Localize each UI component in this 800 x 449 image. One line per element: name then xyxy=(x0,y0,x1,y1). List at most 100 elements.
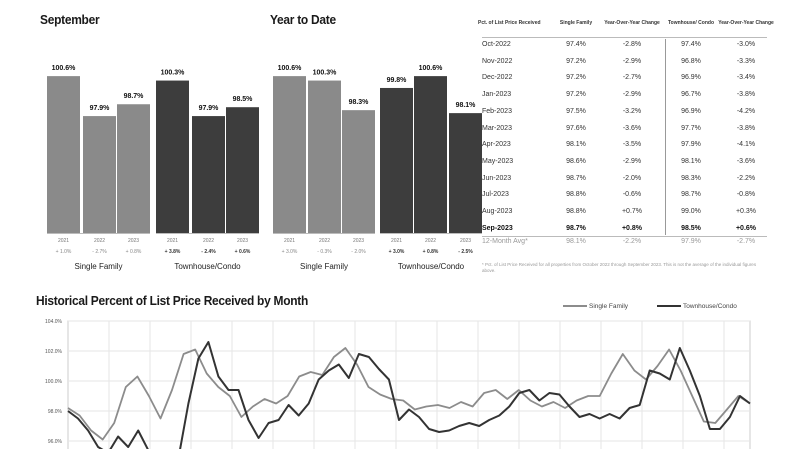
cell-sf-yoy: -2.9% xyxy=(622,57,642,65)
group-label: Single Family xyxy=(74,262,122,271)
y-tick-label: 96.0% xyxy=(48,439,63,445)
cell-single-family: 97.5% xyxy=(566,107,586,115)
cell-th-yoy: -4.2% xyxy=(736,107,756,115)
bar-year-label: 2021 xyxy=(284,238,295,244)
cell-sf-yoy: -3.2% xyxy=(622,107,642,115)
bar-year-label: 2023 xyxy=(237,238,248,244)
cell-townhouse: 99.0% xyxy=(681,208,701,215)
table-footnote: * Pct. of List Price Received for all pr… xyxy=(482,262,757,273)
group-label: Townhouse/Condo xyxy=(398,262,465,271)
bar-year-label: 2023 xyxy=(460,238,471,244)
header-single-family: Single Family xyxy=(559,20,593,26)
bar-value-label: 97.9% xyxy=(199,105,220,112)
cell-sf-yoy: -0.6% xyxy=(622,191,642,199)
cell-townhouse: 98.7% xyxy=(681,191,701,199)
bar xyxy=(192,116,225,233)
bar xyxy=(308,80,341,233)
bar-year-label: 2021 xyxy=(391,238,402,244)
bar xyxy=(226,107,259,233)
cell-th-yoy: -2.2% xyxy=(736,174,756,182)
cell-townhouse: 97.9% xyxy=(681,141,701,149)
bar-value-label: 97.9% xyxy=(90,105,111,112)
bar-year-label: 2021 xyxy=(167,238,178,244)
bar xyxy=(47,76,80,234)
bar-change-label: + 0.8% xyxy=(423,249,439,255)
bar xyxy=(414,76,447,234)
bar-value-label: 100.3% xyxy=(313,70,338,77)
history-chart-title: Historical Percent of List Price Receive… xyxy=(36,293,309,308)
bar-change-label: + 1.0% xyxy=(56,249,72,255)
cell-month: Apr-2023 xyxy=(482,141,511,149)
cell-sf-yoy: -3.5% xyxy=(622,141,642,149)
bar-year-label: 2022 xyxy=(319,238,330,244)
cell-th-yoy: -4.1% xyxy=(736,141,756,149)
header-townhouse: Townhouse/ Condo xyxy=(668,20,715,26)
column-divider xyxy=(665,39,666,235)
cell-townhouse: 97.7% xyxy=(681,124,701,132)
cell-th-yoy: -3.4% xyxy=(736,74,756,82)
bar-value-label: 100.6% xyxy=(419,65,444,72)
bar-change-label: + 0.8% xyxy=(126,249,142,255)
bar-year-label: 2022 xyxy=(425,238,436,244)
bar-value-label: 98.3% xyxy=(349,99,370,106)
cell-sf-yoy: -2.9% xyxy=(622,91,642,99)
cell-sf-yoy: -2.8% xyxy=(622,41,642,48)
header-month: Pct. of List Price Received xyxy=(478,20,541,26)
bar-change-label: + 3.8% xyxy=(165,249,181,255)
cell-sf-yoy: -3.6% xyxy=(622,124,642,132)
bar-value-label: 98.1% xyxy=(456,102,477,109)
bar-change-label: - 2.7% xyxy=(92,249,107,255)
y-tick-label: 98.0% xyxy=(48,409,63,415)
cell-th-yoy: +0.6% xyxy=(735,224,757,232)
bar xyxy=(449,113,482,233)
cell-townhouse: 96.9% xyxy=(681,74,701,82)
september-title: September xyxy=(40,12,100,27)
cell-townhouse: 96.9% xyxy=(681,107,701,115)
cell-single-family: 97.4% xyxy=(566,41,586,48)
cell-townhouse: 96.7% xyxy=(681,91,701,99)
cell-month: Jul-2023 xyxy=(482,191,509,199)
plot-frame xyxy=(67,320,751,449)
cell-month: Mar-2023 xyxy=(482,124,512,132)
cell-th-yoy: -3.8% xyxy=(736,91,756,99)
cell-month: Oct-2022 xyxy=(482,41,511,48)
header-sf-yoy: Year-Over-Year Change xyxy=(604,20,660,26)
cell-townhouse: 98.5% xyxy=(681,224,701,232)
bar-change-label: - 2.4% xyxy=(201,249,216,255)
cell-single-family: 98.7% xyxy=(566,174,586,182)
cell-single-family: 98.7% xyxy=(566,224,586,232)
header-divider xyxy=(482,37,767,38)
bar-change-label: + 0.6% xyxy=(235,249,251,255)
series-line-single-family xyxy=(67,347,751,441)
bar-year-label: 2023 xyxy=(353,238,364,244)
bar xyxy=(273,76,306,234)
group-label: Townhouse/Condo xyxy=(174,262,241,271)
legend-label: Townhouse/Condo xyxy=(683,303,737,310)
cell-month: Aug-2023 xyxy=(482,208,513,215)
bar-change-label: - 0.3% xyxy=(317,249,332,255)
cell-month: Sep-2023 xyxy=(482,224,513,232)
cell-month: May-2023 xyxy=(482,157,514,165)
bar-value-label: 100.6% xyxy=(278,65,303,72)
cell-single-family: 98.8% xyxy=(566,191,586,199)
cell-month: Nov-2022 xyxy=(482,57,513,65)
cell-month: Dec-2022 xyxy=(482,74,513,82)
group-label: Single Family xyxy=(300,262,348,271)
cell-townhouse: 97.9% xyxy=(681,238,701,245)
cell-th-yoy: +0.3% xyxy=(735,208,757,215)
bar-change-label: - 2.0% xyxy=(351,249,366,255)
cell-th-yoy: -3.6% xyxy=(736,157,756,165)
bar-value-label: 100.6% xyxy=(52,65,77,72)
cell-single-family: 97.6% xyxy=(566,124,586,132)
header-th-yoy: Year-Over-Year Change xyxy=(718,20,774,26)
bar-year-label: 2022 xyxy=(94,238,105,244)
y-tick-label: 102.0% xyxy=(45,349,63,355)
cell-sf-yoy: -2.9% xyxy=(622,157,642,165)
y-tick-label: 100.0% xyxy=(45,379,63,385)
cell-month: Feb-2023 xyxy=(482,107,512,115)
cell-sf-yoy: -2.0% xyxy=(622,174,642,182)
cell-th-yoy: -3.8% xyxy=(736,124,756,132)
cell-sf-yoy: +0.8% xyxy=(621,224,643,232)
y-tick-label: 104.0% xyxy=(45,319,63,325)
cell-th-yoy: -3.0% xyxy=(736,41,756,48)
